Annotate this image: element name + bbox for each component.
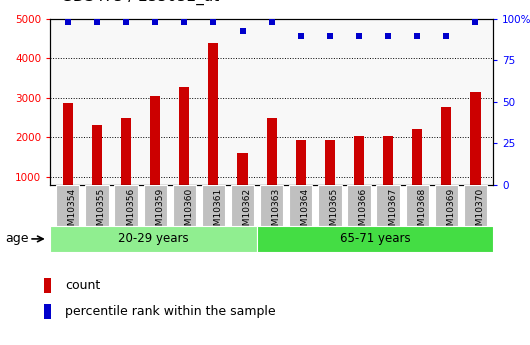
FancyBboxPatch shape: [56, 185, 80, 226]
Point: [296, 33, 305, 38]
Bar: [412, 129, 422, 216]
Text: GSM10368: GSM10368: [417, 188, 426, 237]
Point: [267, 20, 276, 25]
Bar: [354, 137, 364, 216]
Bar: [237, 153, 248, 216]
Bar: [267, 118, 277, 216]
Bar: [208, 43, 218, 216]
Point: [325, 33, 334, 38]
Text: GSM10362: GSM10362: [243, 188, 252, 237]
Text: 65-71 years: 65-71 years: [340, 233, 410, 245]
FancyBboxPatch shape: [114, 185, 138, 226]
FancyBboxPatch shape: [173, 185, 196, 226]
Text: GSM10363: GSM10363: [271, 188, 280, 237]
Text: GSM10355: GSM10355: [97, 188, 106, 237]
Text: GSM10364: GSM10364: [301, 188, 310, 237]
Bar: [45, 278, 51, 293]
FancyBboxPatch shape: [405, 185, 429, 226]
FancyBboxPatch shape: [257, 226, 493, 252]
Bar: [470, 92, 481, 216]
Point: [442, 33, 450, 38]
Text: GSM10361: GSM10361: [214, 188, 223, 237]
FancyBboxPatch shape: [464, 185, 487, 226]
Point: [93, 20, 101, 25]
Text: GSM10360: GSM10360: [184, 188, 193, 237]
FancyBboxPatch shape: [435, 185, 458, 226]
FancyBboxPatch shape: [144, 185, 167, 226]
FancyBboxPatch shape: [202, 185, 225, 226]
Bar: [441, 107, 452, 216]
FancyBboxPatch shape: [231, 185, 254, 226]
FancyBboxPatch shape: [318, 185, 341, 226]
Point: [471, 20, 480, 25]
Text: GSM10359: GSM10359: [155, 188, 164, 237]
Text: 20-29 years: 20-29 years: [118, 233, 189, 245]
Point: [384, 33, 392, 38]
Point: [238, 28, 247, 33]
Text: GSM10367: GSM10367: [388, 188, 397, 237]
Bar: [383, 137, 393, 216]
Point: [180, 20, 189, 25]
Bar: [325, 140, 335, 216]
Bar: [92, 125, 102, 216]
Bar: [150, 96, 160, 216]
Text: GSM10370: GSM10370: [475, 188, 484, 237]
Text: GSM10366: GSM10366: [359, 188, 368, 237]
Bar: [296, 140, 306, 216]
Text: GSM10356: GSM10356: [126, 188, 135, 237]
Text: GSM10354: GSM10354: [68, 188, 77, 237]
Point: [413, 33, 421, 38]
FancyBboxPatch shape: [85, 185, 109, 226]
Point: [151, 20, 160, 25]
Point: [122, 20, 130, 25]
Bar: [179, 87, 189, 216]
FancyBboxPatch shape: [50, 226, 257, 252]
Point: [209, 20, 218, 25]
FancyBboxPatch shape: [289, 185, 312, 226]
Text: GDS473 / 235032_at: GDS473 / 235032_at: [61, 0, 219, 5]
Bar: [121, 118, 131, 216]
Bar: [45, 304, 51, 319]
Point: [355, 33, 363, 38]
Bar: [63, 102, 73, 216]
FancyBboxPatch shape: [376, 185, 400, 226]
Text: percentile rank within the sample: percentile rank within the sample: [65, 305, 276, 318]
Text: GSM10365: GSM10365: [330, 188, 339, 237]
Text: GSM10369: GSM10369: [446, 188, 455, 237]
Text: count: count: [65, 279, 101, 292]
Point: [64, 20, 72, 25]
Text: age: age: [5, 233, 29, 245]
FancyBboxPatch shape: [347, 185, 370, 226]
FancyBboxPatch shape: [260, 185, 283, 226]
